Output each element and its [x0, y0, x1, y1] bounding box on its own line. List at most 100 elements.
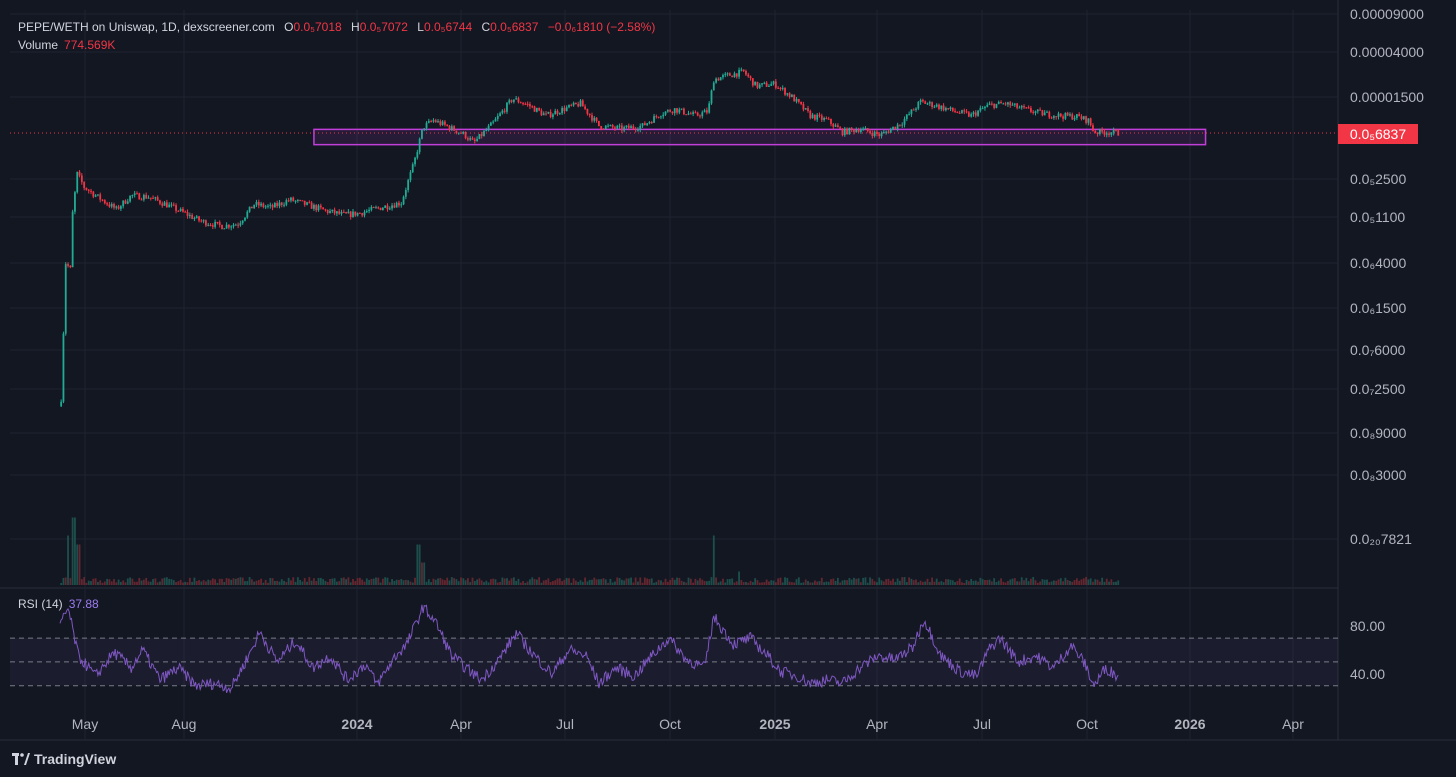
volume-bar	[60, 582, 63, 585]
price-candle	[80, 173, 83, 185]
volume-bar	[519, 582, 522, 585]
volume-bar	[67, 535, 69, 585]
price-candle	[1039, 107, 1042, 111]
volume-bar	[836, 577, 839, 585]
price-candle	[908, 111, 911, 116]
tradingview-brand[interactable]: TradingView	[12, 751, 116, 767]
price-candle	[538, 107, 541, 112]
price-candle	[283, 202, 285, 208]
price-candle	[106, 201, 109, 207]
price-candle	[296, 199, 299, 203]
volume-bar	[365, 578, 368, 585]
price-candle	[386, 203, 389, 212]
price-candle	[170, 202, 173, 208]
volume-bar	[283, 580, 285, 585]
price-candle	[1103, 129, 1106, 137]
open-value: 0.0₅7018	[293, 20, 342, 34]
price-candle	[457, 132, 460, 135]
volume-bar	[90, 581, 92, 585]
volume-bar	[62, 577, 65, 585]
volume-bar	[1085, 577, 1087, 585]
last-price-tag: 0.0₅6837	[1338, 124, 1418, 144]
price-candle	[1048, 110, 1051, 120]
price-candle	[565, 105, 568, 112]
price-candle	[103, 199, 106, 205]
price-candle	[637, 127, 639, 132]
volume-bar	[331, 578, 334, 585]
price-candle	[439, 119, 442, 127]
price-candle	[315, 204, 318, 213]
volume-bar	[97, 581, 99, 585]
volume-bar	[719, 581, 722, 585]
volume-bar	[568, 578, 570, 585]
price-candle	[919, 98, 922, 105]
volume-bar	[917, 582, 920, 585]
price-candle	[774, 78, 777, 90]
volume-bar	[657, 579, 660, 585]
volume-bar	[885, 579, 888, 585]
price-candle	[568, 104, 570, 109]
price-candle	[563, 105, 566, 114]
volume-bar	[531, 577, 534, 585]
price-candle	[786, 92, 789, 97]
volume-bar	[439, 577, 442, 585]
volume-bar	[248, 577, 251, 585]
volume-bar	[1007, 580, 1009, 585]
volume-bar	[717, 582, 720, 585]
price-candle	[1020, 104, 1023, 110]
price-candle	[195, 215, 198, 219]
price-candle	[974, 110, 977, 118]
y-tick-label: 0.0₅1100	[1350, 209, 1405, 225]
volume-bar	[246, 581, 249, 585]
volume-bar	[124, 582, 127, 585]
volume-bar	[1000, 578, 1002, 585]
price-candle	[506, 101, 508, 114]
volume-bar	[540, 582, 543, 585]
volume-bar	[882, 581, 885, 585]
price-candle	[324, 208, 327, 212]
price-candle	[473, 137, 476, 144]
price-candle	[333, 207, 336, 216]
volume-legend: Volume 774.569K	[18, 38, 115, 52]
volume-bar	[972, 580, 975, 585]
price-candle	[138, 192, 141, 200]
price-candle	[765, 81, 768, 88]
volume-bar	[818, 581, 821, 585]
price-candle	[588, 113, 591, 118]
price-candle	[285, 198, 288, 207]
volume-bar	[880, 580, 883, 585]
price-candle	[827, 116, 830, 120]
price-candle	[653, 113, 655, 123]
price-candle	[301, 200, 304, 202]
price-candle	[882, 129, 885, 134]
volume-bar	[503, 578, 506, 585]
volume-bar	[919, 580, 922, 585]
volume-bar	[466, 578, 469, 585]
price-candle	[1013, 103, 1016, 108]
volume-bar	[377, 577, 380, 585]
price-candle	[430, 119, 433, 123]
price-candle	[972, 110, 975, 117]
volume-bar	[80, 579, 83, 585]
volume-bar	[1025, 577, 1028, 585]
volume-bar	[489, 579, 492, 585]
volume-bar	[345, 579, 348, 585]
price-candle	[234, 223, 237, 226]
price-candle	[310, 200, 313, 209]
y-tick-label: 0.0₂₀7821	[1350, 531, 1412, 547]
low-label: L	[417, 20, 424, 34]
volume-bar	[232, 578, 235, 585]
price-candle	[464, 131, 467, 140]
price-candle	[434, 118, 437, 123]
volume-bar	[1009, 579, 1012, 585]
support-zone[interactable]	[10, 128, 1338, 146]
volume-bar	[742, 582, 745, 585]
volume-bar	[469, 582, 472, 585]
price-candle	[869, 129, 871, 135]
price-candle	[591, 112, 593, 123]
volume-bar	[1043, 579, 1046, 585]
price-candle	[290, 196, 292, 203]
volume-bar	[749, 580, 752, 585]
volume-bar	[979, 577, 982, 585]
